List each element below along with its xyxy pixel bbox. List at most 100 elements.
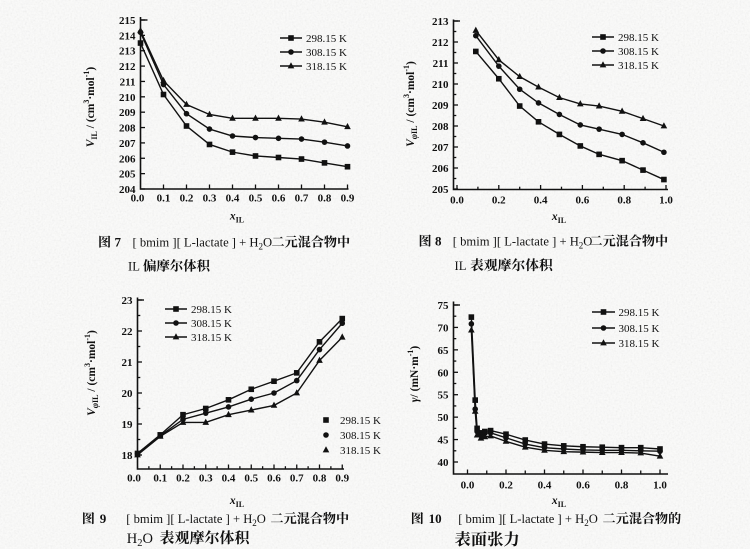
svg-text:[ bmim ][ L-lactate ] + H2O: [ bmim ][ L-lactate ] + H2O: [458, 512, 598, 528]
svg-text:0.4: 0.4: [222, 473, 236, 485]
svg-text:318.15 K: 318.15 K: [191, 332, 232, 344]
svg-text:206: 206: [119, 153, 136, 165]
svg-text:0.2: 0.2: [180, 193, 194, 205]
svg-text:318.15 K: 318.15 K: [619, 338, 660, 350]
svg-text:207: 207: [432, 142, 449, 154]
svg-text:0.4: 0.4: [226, 193, 240, 205]
svg-text:VIL / (cm3·mol-1): VIL / (cm3·mol-1): [82, 67, 99, 148]
svg-text:8: 8: [435, 234, 442, 249]
svg-text:IL: IL: [128, 260, 140, 274]
svg-text:208: 208: [432, 121, 449, 133]
svg-text:19: 19: [122, 419, 134, 431]
svg-text:IL: IL: [455, 259, 467, 273]
svg-text:60: 60: [438, 367, 450, 379]
svg-text:212: 212: [432, 37, 449, 49]
svg-text:0.8: 0.8: [615, 480, 629, 492]
svg-text:20: 20: [122, 388, 134, 400]
svg-text:0.0: 0.0: [450, 195, 464, 207]
svg-text:212: 212: [119, 61, 136, 73]
svg-text:308.15 K: 308.15 K: [306, 47, 347, 59]
svg-text:9: 9: [100, 511, 107, 526]
svg-text:7: 7: [115, 235, 122, 250]
svg-text:308.15 K: 308.15 K: [340, 430, 381, 442]
svg-text:0.3: 0.3: [203, 193, 217, 205]
svg-text:50: 50: [438, 412, 450, 424]
svg-text:210: 210: [119, 92, 136, 104]
svg-text:[ bmim ][ L-lactate ] + H2O: [ bmim ][ L-lactate ] + H2O: [453, 235, 593, 251]
svg-text:204: 204: [119, 184, 136, 196]
svg-text:298.15 K: 298.15 K: [618, 32, 659, 44]
svg-text:210: 210: [432, 79, 449, 91]
svg-text:55: 55: [438, 390, 450, 402]
svg-text:215: 215: [119, 15, 136, 27]
svg-text:65: 65: [438, 345, 450, 357]
svg-text:214: 214: [119, 30, 136, 42]
svg-text:0.1: 0.1: [153, 473, 167, 485]
svg-text:205: 205: [119, 169, 136, 181]
svg-text:VφIL / (cm3·mol-1): VφIL / (cm3·mol-1): [402, 61, 419, 147]
svg-text:308.15 K: 308.15 K: [618, 46, 659, 58]
svg-text:75: 75: [438, 300, 450, 312]
svg-text:318.15 K: 318.15 K: [340, 445, 381, 457]
svg-text:1.0: 1.0: [659, 195, 673, 207]
svg-text:xIL: xIL: [551, 495, 566, 509]
svg-text:xIL: xIL: [229, 211, 244, 225]
svg-text:0.8: 0.8: [313, 473, 327, 485]
svg-text:298.15 K: 298.15 K: [340, 415, 381, 427]
svg-text:[ bmim ][ L-lactate ] + H2O: [ bmim ][ L-lactate ] + H2O: [126, 512, 266, 528]
svg-text:0.9: 0.9: [335, 473, 349, 485]
svg-text:208: 208: [119, 123, 136, 135]
svg-text:0.3: 0.3: [199, 473, 213, 485]
svg-text:0.5: 0.5: [249, 193, 263, 205]
svg-text:213: 213: [119, 46, 136, 58]
svg-text:0.6: 0.6: [576, 480, 590, 492]
svg-text:318.15 K: 318.15 K: [618, 60, 659, 72]
svg-text:0.2: 0.2: [499, 480, 513, 492]
svg-text:211: 211: [120, 77, 136, 89]
svg-text:206: 206: [432, 163, 449, 175]
svg-text:γ/ (mN·m-1): γ/ (mN·m-1): [406, 346, 421, 403]
svg-text:0.1: 0.1: [157, 193, 171, 205]
svg-text:209: 209: [119, 107, 136, 119]
svg-text:H2O: H2O: [127, 531, 153, 549]
svg-text:45: 45: [438, 435, 450, 447]
svg-text:0.7: 0.7: [295, 193, 309, 205]
svg-text:[ bmim ][ L-lactate ] + H2O: [ bmim ][ L-lactate ] + H2O: [133, 236, 273, 252]
svg-text:298.15 K: 298.15 K: [619, 307, 660, 319]
svg-text:298.15 K: 298.15 K: [191, 304, 232, 316]
svg-text:209: 209: [432, 100, 449, 112]
svg-text:211: 211: [433, 58, 449, 70]
svg-text:23: 23: [122, 295, 134, 307]
svg-text:0.5: 0.5: [244, 473, 258, 485]
svg-text:0.8: 0.8: [318, 193, 332, 205]
svg-text:0.2: 0.2: [176, 473, 190, 485]
svg-text:205: 205: [432, 184, 449, 196]
svg-text:318.15 K: 318.15 K: [306, 61, 347, 73]
svg-text:0.4: 0.4: [534, 195, 548, 207]
svg-text:40: 40: [438, 457, 450, 469]
svg-text:22: 22: [122, 326, 134, 338]
svg-text:xIL: xIL: [551, 211, 566, 225]
svg-text:213: 213: [432, 16, 449, 28]
svg-text:0.8: 0.8: [617, 195, 631, 207]
svg-text:0.0: 0.0: [127, 473, 141, 485]
svg-text:0.4: 0.4: [538, 480, 552, 492]
svg-text:21: 21: [122, 357, 133, 369]
svg-text:VφIL / (cm3·mol-1): VφIL / (cm3·mol-1): [83, 330, 100, 416]
svg-text:0.9: 0.9: [341, 193, 355, 205]
svg-text:0.2: 0.2: [492, 195, 506, 207]
svg-text:298.15 K: 298.15 K: [306, 33, 347, 45]
svg-text:0.0: 0.0: [461, 480, 475, 492]
svg-text:0.0: 0.0: [131, 193, 145, 205]
svg-text:0.7: 0.7: [290, 473, 304, 485]
svg-text:18: 18: [122, 450, 134, 462]
svg-text:308.15 K: 308.15 K: [619, 323, 660, 335]
svg-text:0.6: 0.6: [576, 195, 590, 207]
svg-text:207: 207: [119, 138, 136, 150]
svg-text:70: 70: [438, 322, 450, 334]
svg-text:0.6: 0.6: [267, 473, 281, 485]
svg-text:10: 10: [429, 511, 442, 526]
svg-text:xIL: xIL: [229, 495, 244, 509]
svg-text:0.6: 0.6: [272, 193, 286, 205]
svg-text:308.15 K: 308.15 K: [191, 318, 232, 330]
